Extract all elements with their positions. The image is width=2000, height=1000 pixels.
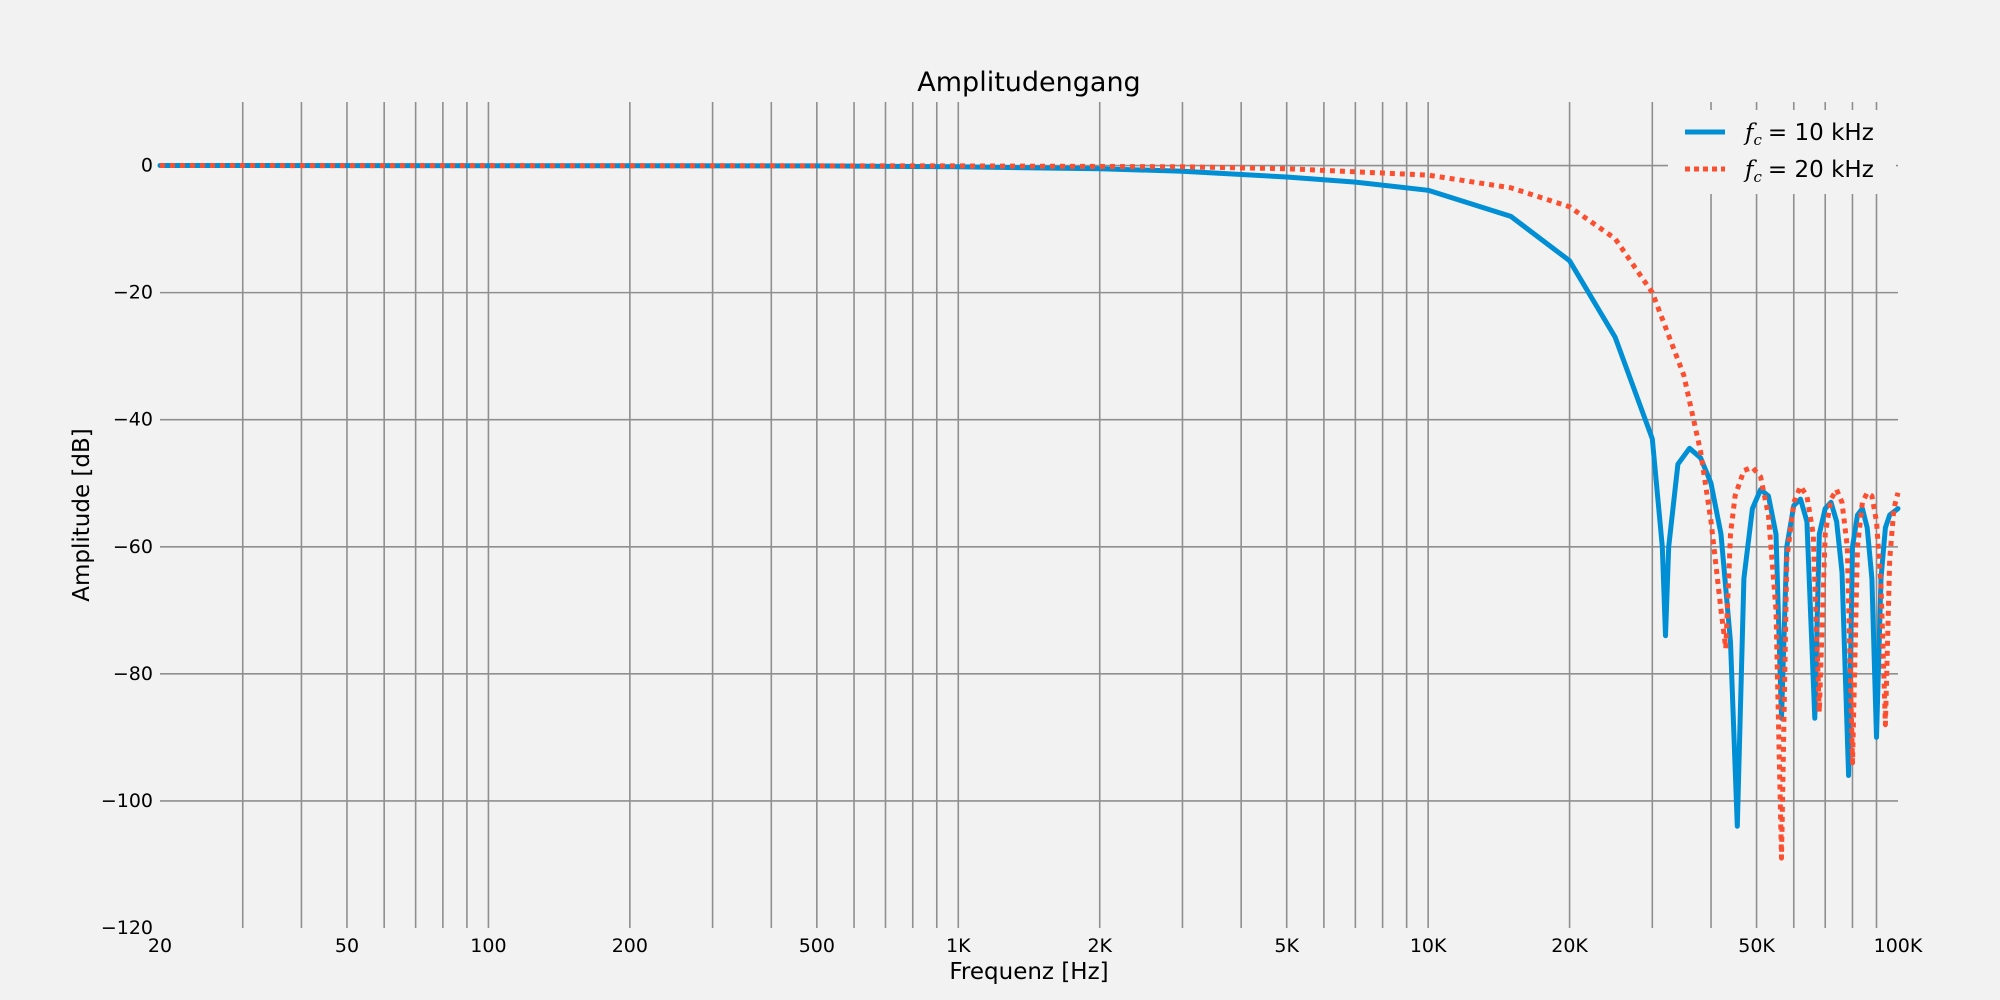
legend-subscript: c: [1754, 131, 1763, 149]
legend-symbol: f: [1743, 157, 1757, 183]
legend-symbol: f: [1743, 120, 1757, 146]
x-tick-label: 200: [612, 935, 648, 957]
x-tick-label: 50K: [1738, 935, 1775, 957]
chart-title: Amplitudengang: [917, 67, 1140, 98]
y-tick-label: −100: [101, 790, 153, 812]
x-tick-label: 2K: [1087, 935, 1112, 957]
legend-background: [1668, 110, 1896, 194]
series-line-0: [157, 163, 1901, 829]
legend-series-name: = 10 kHz: [1768, 120, 1874, 146]
x-tick-label: 100: [470, 935, 506, 957]
y-tick-label: −60: [113, 536, 153, 558]
y-axis-title: Amplitude [dB]: [69, 428, 95, 602]
y-tick-label: −120: [101, 917, 153, 939]
x-axis-title: Frequenz [Hz]: [949, 959, 1108, 985]
x-tick-label: 20: [148, 935, 172, 957]
y-tick-label: −20: [113, 282, 153, 304]
y-tick-label: 0: [141, 155, 153, 177]
x-tick-label: 5K: [1274, 935, 1299, 957]
series-line-1: [159, 163, 1901, 861]
tick-labels: 20 50 100 200 500 1K 2K 5K 10K 20K 50K 100K 0 −20 −40 −…: [101, 155, 1923, 957]
x-tick-label: 20K: [1551, 935, 1588, 957]
x-tick-label: 100K: [1874, 935, 1923, 957]
y-tick-label: −80: [113, 663, 153, 685]
x-tick-label: 50: [335, 935, 359, 957]
x-tick-label: 10K: [1410, 935, 1447, 957]
grid: [160, 102, 1898, 928]
x-tick-label: 1K: [946, 935, 971, 957]
legend-label-20khz: fc = 20 kHz: [1743, 157, 1874, 186]
legend-label-10khz: fc = 10 kHz: [1743, 120, 1874, 149]
x-tick-label: 500: [799, 935, 835, 957]
series-layer: [157, 163, 1901, 861]
y-tick-label: −40: [113, 409, 153, 431]
legend-series-name: = 20 kHz: [1768, 157, 1874, 183]
legend: fc = 10 kHz fc = 20 kHz: [1668, 110, 1896, 194]
legend-subscript: c: [1754, 168, 1763, 186]
